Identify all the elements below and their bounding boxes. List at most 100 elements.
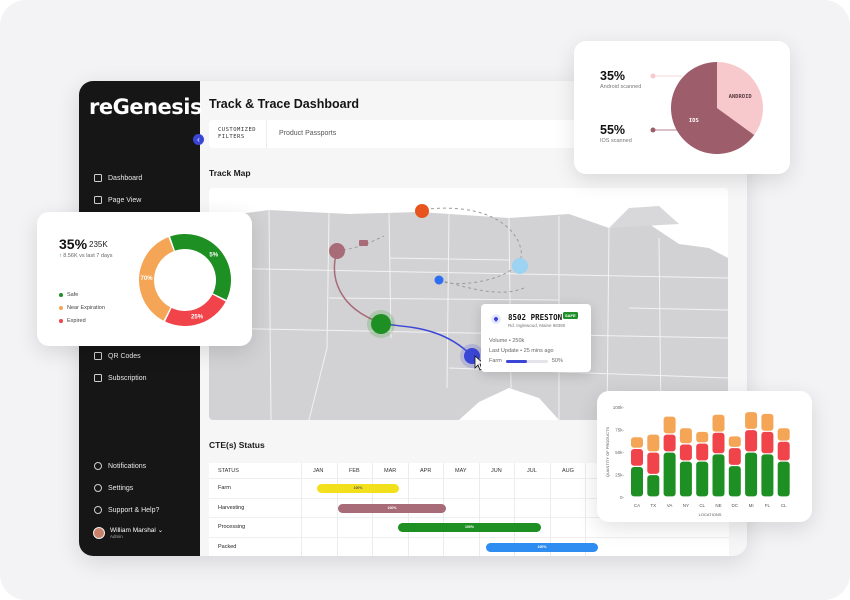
customized-filters-button[interactable]: CUSTOMIZED FILTERS — [218, 127, 257, 140]
map-point-processing[interactable] — [371, 314, 391, 334]
bar-segment[interactable] — [663, 416, 676, 434]
month-header: MAR — [384, 468, 397, 474]
bar-segment[interactable] — [761, 454, 774, 497]
status-donut-chart[interactable]: 5% 25% 70% — [136, 231, 234, 329]
gantt-bar-processing[interactable]: 100% — [398, 523, 541, 532]
main-content: Track & Trace Dashboard CUSTOMIZED FILTE… — [200, 81, 747, 556]
bar-segment[interactable] — [777, 441, 790, 461]
bar-segment[interactable] — [696, 431, 709, 443]
page-title: Track & Trace Dashboard — [209, 97, 360, 111]
bar-segment[interactable] — [728, 436, 741, 447]
sidebar-item-qr-codes[interactable]: QR Codes — [94, 352, 141, 360]
donut-segment[interactable] — [165, 294, 226, 326]
bar-segment[interactable] — [679, 444, 692, 461]
bar-segment[interactable] — [696, 461, 709, 497]
sidebar-item-settings[interactable]: Settings — [94, 484, 133, 492]
pie-slice[interactable] — [671, 62, 755, 154]
bar-segment[interactable] — [761, 431, 774, 454]
sidebar-item-label: Page View — [108, 196, 142, 204]
device-scan-card: 35% Android scanned 55% IOS scanned ANDR… — [574, 41, 790, 174]
bar-segment[interactable] — [777, 461, 790, 497]
bar-segment[interactable] — [647, 452, 660, 474]
month-header: JAN — [313, 468, 324, 474]
grid-line — [301, 463, 302, 556]
locations-bar-chart[interactable]: 0- 25k- 50k- 75k- 100k- QUANTITY OF PRODUCTS C… — [597, 391, 812, 522]
map-point-waypoint[interactable] — [434, 275, 444, 285]
donut-segment-label: 25% — [191, 315, 204, 321]
bar-segment[interactable] — [712, 432, 725, 454]
tab-product-passports[interactable]: Product Passports — [279, 130, 337, 137]
donut-segment[interactable] — [170, 234, 231, 300]
bar-segment[interactable] — [745, 430, 758, 452]
gear-icon — [94, 484, 102, 492]
bar-segment[interactable] — [663, 434, 676, 452]
trend-label: 8.56K vs last 7 days — [63, 253, 113, 259]
bar-segment[interactable] — [777, 428, 790, 441]
truck-icon — [359, 240, 368, 246]
bar-segment[interactable] — [663, 452, 676, 497]
bar-segment[interactable] — [728, 466, 741, 497]
legend-item: Safe — [59, 292, 78, 298]
bar-segment[interactable] — [745, 452, 758, 497]
x-tick-label: CL — [781, 503, 787, 508]
sidebar-item-dashboard[interactable]: Dashboard — [94, 174, 142, 182]
x-tick-label: MI — [749, 503, 754, 508]
device-pie-chart[interactable]: ANDROID IOS — [669, 60, 765, 156]
farm-label: Farm — [489, 358, 502, 364]
location-pin-icon — [491, 314, 501, 324]
map-point-origin[interactable] — [415, 204, 429, 218]
gantt-bar-packed[interactable]: 100% — [486, 542, 598, 552]
sidebar-item-subscription[interactable]: Subscription — [94, 374, 147, 382]
month-header: JUN — [491, 468, 502, 474]
user-profile[interactable]: William Marshal ⌄ Admin — [93, 526, 163, 539]
x-tick-label: DC — [732, 503, 739, 508]
gantt-bar-harvesting[interactable]: 100% — [338, 503, 446, 513]
track-map[interactable] — [209, 188, 728, 420]
arrow-up-icon: ↑ — [59, 253, 62, 259]
y-tick-label: 75k- — [615, 428, 624, 433]
bar-segment[interactable] — [712, 414, 725, 432]
map-point-harvest[interactable] — [329, 243, 345, 259]
android-stat: 35% Android scanned — [600, 69, 641, 90]
sidebar-item-notifications[interactable]: Notifications — [94, 462, 146, 470]
tooltip-address: Rd. Inglewood, Maine 98380 — [508, 323, 566, 328]
filter-bar: CUSTOMIZED FILTERS Product Passports — [209, 120, 579, 148]
bar-segment[interactable] — [679, 428, 692, 444]
progress-track — [505, 359, 548, 363]
donut-segment-label: 70% — [141, 276, 154, 282]
sidebar-item-label: Dashboard — [108, 174, 143, 182]
ios-stat: 55% IOS scanned — [600, 123, 632, 144]
sidebar-item-support[interactable]: Support & Help? — [94, 506, 159, 514]
track-map-title: Track Map — [209, 168, 251, 178]
pie-slice[interactable] — [717, 62, 763, 136]
row-label: Packed — [218, 543, 237, 550]
bar-segment[interactable] — [679, 461, 692, 497]
bar-segment[interactable] — [745, 412, 758, 429]
bar-segment[interactable] — [647, 475, 660, 497]
bar-segment[interactable] — [631, 437, 643, 448]
chevron-down-icon[interactable]: ⌄ — [157, 527, 164, 534]
donut-segment[interactable] — [139, 237, 174, 321]
bar-segment[interactable] — [761, 413, 774, 431]
collapse-sidebar-button[interactable]: ‹ — [193, 134, 204, 145]
month-header: AUG — [562, 468, 574, 474]
bar-segment[interactable] — [631, 449, 643, 466]
bar-segment[interactable] — [696, 443, 709, 461]
bar-segment[interactable] — [728, 448, 741, 465]
qr-code-icon — [94, 352, 102, 360]
gantt-row[interactable]: Packed — [209, 537, 729, 556]
grid-line — [550, 463, 551, 556]
item-count: 235K — [89, 240, 108, 249]
credit-card-icon — [94, 374, 102, 382]
sidebar-item-page-view[interactable]: Page View — [94, 196, 141, 204]
legend-label: Expired — [67, 318, 86, 324]
legend-item: Expired — [59, 318, 86, 324]
bar-segment[interactable] — [712, 454, 725, 497]
map-point-destination[interactable] — [512, 258, 528, 274]
safe-percent: 35% — [59, 236, 88, 252]
gantt-bar-farm[interactable]: 100% — [317, 484, 399, 493]
bar-segment[interactable] — [647, 434, 660, 452]
bar-segment[interactable] — [631, 467, 643, 497]
x-axis-label: LOCATIONS — [699, 512, 722, 517]
connector-dot — [650, 127, 656, 133]
